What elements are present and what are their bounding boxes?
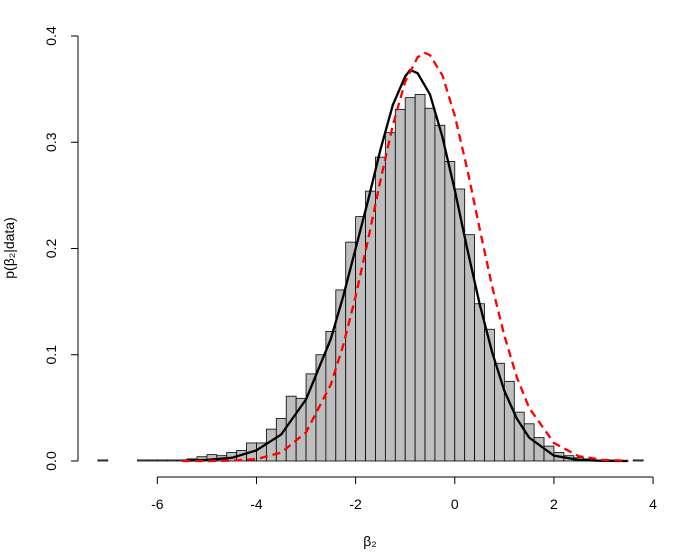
y-tick-label: 0.2 <box>43 239 59 259</box>
x-tick-label: -6 <box>151 496 164 512</box>
x-tick-label: 4 <box>649 496 657 512</box>
bar <box>97 459 109 462</box>
y-tick-label: 0.1 <box>43 345 59 365</box>
x-axis-label: β₂ <box>363 533 377 549</box>
bar <box>355 216 366 462</box>
density-line <box>182 51 629 463</box>
x-tick-label: -2 <box>349 496 362 512</box>
density-line <box>182 68 629 463</box>
bar <box>474 303 485 462</box>
bar <box>424 107 436 462</box>
y-axis-label: p(β₂|data) <box>1 217 17 278</box>
bar <box>345 241 357 462</box>
x-tick-label: -4 <box>250 496 263 512</box>
bar <box>265 428 277 462</box>
y-tick-label: 0.0 <box>43 451 59 471</box>
bar <box>166 459 178 462</box>
bar <box>484 328 495 462</box>
bar <box>414 94 426 462</box>
bar <box>137 459 148 462</box>
bar <box>325 330 337 462</box>
y-tick-label: 0.3 <box>43 132 59 152</box>
bar <box>384 132 396 462</box>
bar <box>375 156 386 462</box>
bar <box>285 395 297 462</box>
bar <box>404 97 416 462</box>
bar <box>147 459 158 462</box>
bar <box>394 108 406 462</box>
bar <box>444 160 456 462</box>
x-tick-label: 2 <box>550 496 558 512</box>
bar <box>523 423 535 462</box>
y-tick-label: 0.4 <box>43 26 59 46</box>
bar <box>513 411 525 462</box>
x-tick-label: 0 <box>451 496 459 512</box>
bar <box>464 234 476 462</box>
bar <box>156 459 168 462</box>
bar <box>434 124 446 462</box>
bar <box>632 459 644 462</box>
